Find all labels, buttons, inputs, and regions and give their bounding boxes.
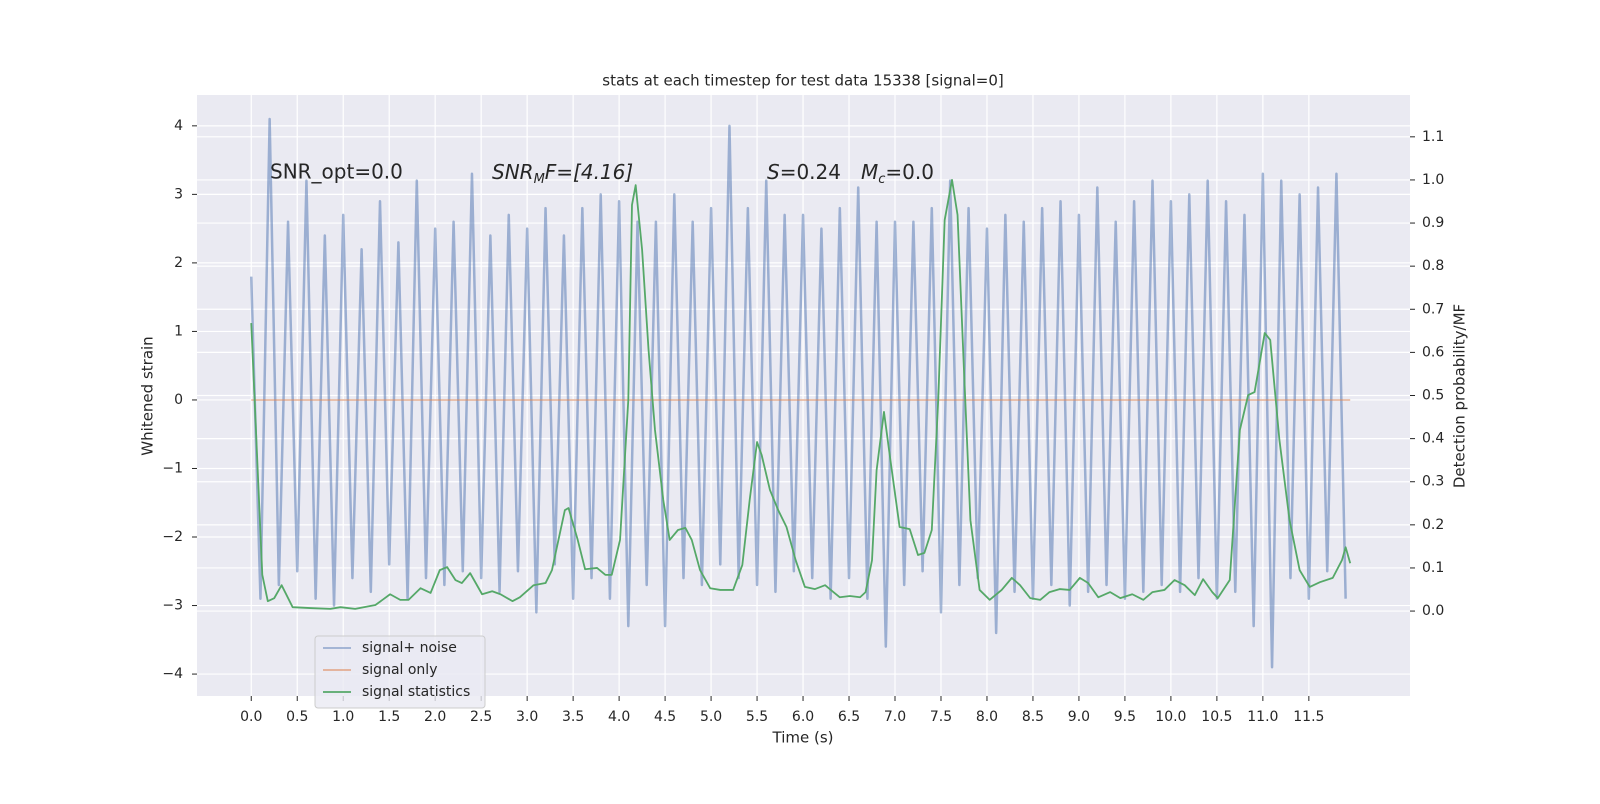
annotation-part: c [878, 172, 885, 187]
x-tick-label: 9.0 [1068, 709, 1090, 725]
y2-tick-label: 1.1 [1422, 129, 1444, 145]
x-tick-label: 8.0 [976, 709, 998, 725]
y2-tick-label: 1.0 [1422, 172, 1444, 188]
annotation-part: SNR [492, 160, 534, 184]
y2-tick-label: 0.3 [1422, 474, 1444, 490]
marks [250, 117, 1352, 669]
annotation: SNRMF=[4.16] [492, 160, 633, 187]
annotation: SNR_opt=0.0 [270, 160, 403, 184]
y2-tick-label: 0.4 [1422, 431, 1444, 447]
annotation-part: S [767, 160, 780, 184]
x-tick-label: 11.0 [1247, 709, 1278, 725]
x-tick-label: 10.5 [1201, 709, 1232, 725]
y-tick-label: 0 [174, 392, 183, 408]
x-tick-label: 4.5 [654, 709, 676, 725]
annotation-part: M [861, 160, 878, 184]
legend-box [314, 635, 486, 709]
y-tick-label: −2 [162, 529, 183, 545]
y-tick-label: −3 [162, 598, 183, 614]
y2-tick-label: 0.9 [1422, 215, 1444, 231]
y-tick-label: −4 [162, 666, 183, 682]
x-tick-label: 3.5 [562, 709, 584, 725]
x-tick-label: 7.0 [884, 709, 906, 725]
x-tick-label: 7.5 [930, 709, 952, 725]
x-axis-label: Time (s) [772, 729, 834, 747]
x-tick-label: 10.0 [1155, 709, 1186, 725]
legend: signal+ noise signal only signal statistic… [314, 635, 486, 709]
x-tick-label: 5.5 [746, 709, 768, 725]
x-tick-label: 1.0 [332, 709, 354, 725]
y-tick-label: 3 [174, 186, 183, 202]
annotation-part: =0.24 [780, 160, 841, 184]
y2-axis-label: Detection probability/MF [1451, 304, 1469, 488]
x-tick-label: 1.5 [378, 709, 400, 725]
y2-tick-label: 0.7 [1422, 301, 1444, 317]
x-tick-label: 6.5 [838, 709, 860, 725]
series-line [250, 117, 1347, 669]
y-axis-label: Whitened strain [139, 336, 157, 455]
annotation-part: =0.0 [885, 160, 934, 184]
legend-label: signal+ noise [362, 640, 457, 656]
y-tick-label: −1 [162, 460, 183, 476]
y2-tick-label: 0.6 [1422, 344, 1444, 360]
axes: 0.0 0.5 1.0 1.5 2.0 2.5 3.0 3.5 4.0 4.5 5.0 5.5 6.0 6… [162, 118, 1444, 725]
y2-tick-label: 0.1 [1422, 560, 1444, 576]
x-tick-label: 11.5 [1293, 709, 1324, 725]
y-tick-label: 1 [174, 323, 183, 339]
y2-tick-label: 0.5 [1422, 388, 1444, 404]
y2-tick-label: 0.8 [1422, 258, 1444, 274]
series-line [250, 179, 1352, 610]
x-tick-label: 0.5 [286, 709, 308, 725]
x-tick-label: 4.0 [608, 709, 630, 725]
x-tick-label: 9.5 [1114, 709, 1136, 725]
annotation-part: M [534, 172, 545, 187]
chart-title: stats at each timestep for test data 153… [602, 72, 1003, 90]
y-tick-label: 2 [174, 255, 183, 271]
x-tick-label: 3.0 [516, 709, 538, 725]
annotation-part: F=[4.16] [545, 160, 633, 184]
y2-tick-label: 0.0 [1422, 603, 1444, 619]
y2-tick-label: 0.2 [1422, 517, 1444, 533]
x-tick-label: 0.0 [240, 709, 262, 725]
legend-label: signal only [362, 662, 437, 678]
y-tick-label: 4 [174, 118, 183, 134]
annotation: S=0.24 Mc=0.0 [767, 160, 934, 187]
x-tick-label: 2.5 [470, 709, 492, 725]
x-tick-label: 5.0 [700, 709, 722, 725]
x-tick-label: 6.0 [792, 709, 814, 725]
legend-label: signal statistics [362, 684, 470, 700]
x-tick-label: 8.5 [1022, 709, 1044, 725]
x-tick-label: 2.0 [424, 709, 446, 725]
